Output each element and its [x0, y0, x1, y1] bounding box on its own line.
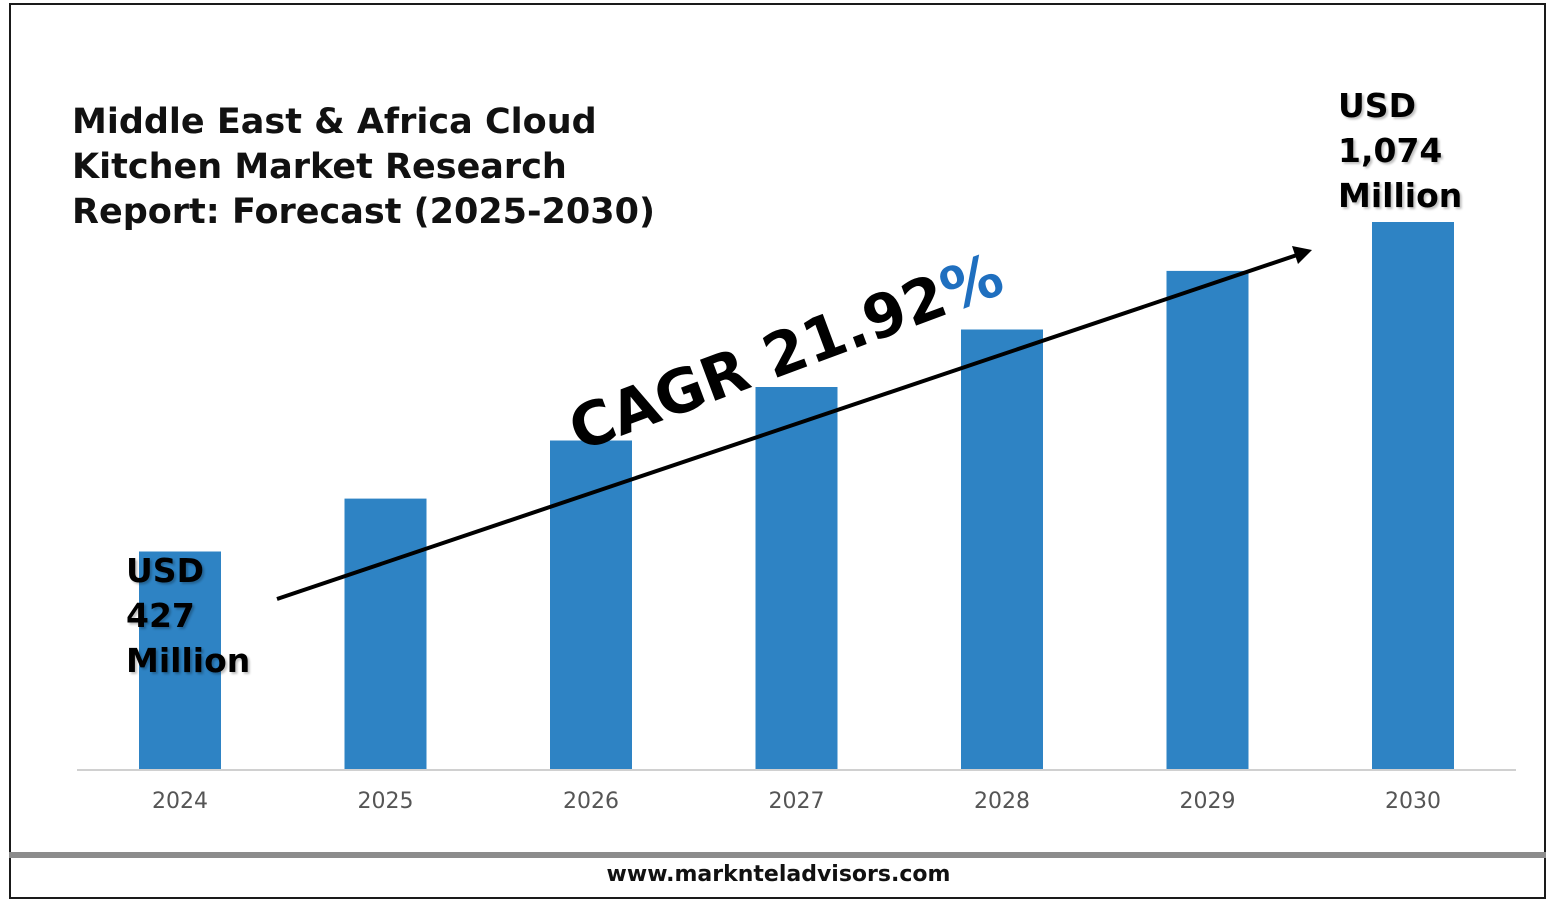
title-line-1: Middle East & Africa Cloud — [72, 102, 597, 142]
bar-2030 — [1372, 222, 1454, 769]
x-tick-label-2028: 2028 — [974, 789, 1030, 814]
x-tick-label-2027: 2027 — [769, 789, 825, 814]
trend-arrow-head — [1292, 246, 1312, 264]
start-callout-unit: Million — [126, 641, 251, 680]
title-line-3: Report: Forecast (2025-2030) — [72, 192, 655, 232]
x-tick-label-2029: 2029 — [1180, 789, 1236, 814]
footer-divider — [9, 852, 1546, 858]
title-line-2: Kitchen Market Research — [72, 147, 567, 187]
chart-title: Middle East & Africa Cloud Kitchen Marke… — [72, 100, 692, 235]
x-tick-labels: 2024 2025 2026 2027 2028 2029 2030 — [152, 789, 1441, 814]
x-tick-label-2025: 2025 — [358, 789, 414, 814]
bar-2024 — [139, 551, 221, 769]
bar-2028 — [961, 329, 1043, 769]
trend-arrow-line — [276, 252, 1301, 601]
start-callout-amount: 427 — [126, 596, 195, 635]
bar-2026 — [550, 440, 632, 769]
start-callout-currency: USD — [126, 551, 204, 590]
website-link[interactable]: www.marknteladvisors.com — [606, 862, 951, 887]
x-tick-label-2026: 2026 — [563, 789, 619, 814]
end-callout-currency: USD — [1338, 86, 1416, 125]
end-callout-unit: Million — [1338, 176, 1463, 215]
bars-group — [139, 222, 1454, 769]
bar-2029 — [1166, 270, 1249, 769]
bar-2025 — [344, 498, 427, 769]
end-value-callout: USD 1,074 Million — [1338, 83, 1462, 218]
end-callout-amount: 1,074 — [1338, 131, 1443, 170]
x-tick-label-2024: 2024 — [152, 789, 208, 814]
x-tick-label-2030: 2030 — [1385, 789, 1441, 814]
start-value-callout: USD 427 Million — [126, 548, 250, 683]
bar-2027 — [755, 387, 838, 769]
